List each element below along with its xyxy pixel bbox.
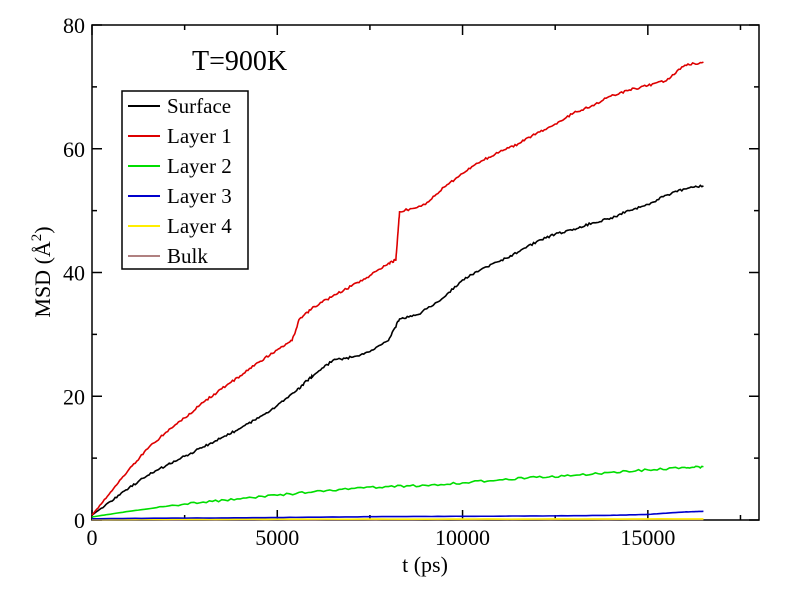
legend-label: Surface [167,94,231,118]
y-axis-label-group: MSD (Å2) [29,226,55,317]
series-line-layer-1 [91,61,704,516]
series-line-layer-2 [91,465,704,518]
series-lines [91,61,704,521]
series-line-layer-3 [91,510,704,520]
legend: Surface Layer 1 Layer 2 Layer 3 Layer 4 Bulk [128,94,232,268]
y-axis-label-main: MSD ( [30,257,55,318]
y-tick-label: 60 [63,137,85,162]
legend-label: Layer 1 [167,124,232,148]
legend-box [121,90,249,270]
y-tick-label: 40 [63,261,85,286]
x-tick-label: 15000 [620,525,675,550]
x-axis-label: t (ps) [402,552,448,577]
legend-label: Bulk [167,244,208,268]
y-tick-label: 80 [63,13,85,38]
axis-ticks: 0 5000 10000 15000 0 20 40 60 80 [63,13,759,550]
x-tick-label: 10000 [435,525,490,550]
y-tick-label: 20 [63,384,85,409]
y-axis-label-unit: Å [30,241,55,257]
x-tick-label: 5000 [255,525,299,550]
y-axis-label: MSD (Å2) [29,226,55,317]
series-line-surface [91,184,704,516]
legend-label: Layer 3 [167,184,232,208]
legend-label: Layer 4 [167,214,232,238]
legend-label: Layer 2 [167,154,232,178]
y-axis-label-close: ) [30,226,55,233]
y-axis-label-exponent: 2 [29,234,45,242]
x-tick-label: 0 [87,525,98,550]
temperature-annotation: T=900K [192,46,287,77]
y-tick-label: 0 [74,508,85,533]
series-line-layer-4 [91,518,704,521]
